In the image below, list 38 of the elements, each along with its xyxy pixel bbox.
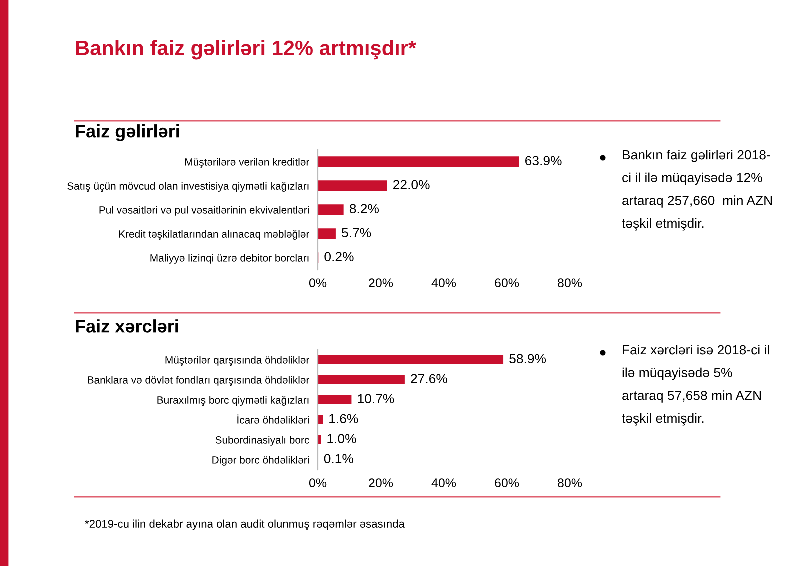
x-tick-label: 0% xyxy=(309,478,327,488)
x-tick-label: 20% xyxy=(369,478,394,488)
data-label: 10.7% xyxy=(358,394,394,404)
data-label: 0.2% xyxy=(324,252,354,262)
y-tick-label: Subordinasiyalı borc xyxy=(216,436,310,446)
data-label: 22.0% xyxy=(394,180,430,190)
y-tick-label: Buraxılmış borc qiymətli kağızları xyxy=(158,396,309,406)
y-tick-label: Digər borc öhdəlikləri xyxy=(212,456,309,466)
data-label: 1.0% xyxy=(328,434,356,444)
data-label: 0.1% xyxy=(324,454,354,464)
y-tick-label: Müştərilərə verilən kreditlər xyxy=(185,158,310,168)
text: *2019-cu ilin dekabr ayına olan audit olunmuş rəqəmlər əsasında xyxy=(85,520,405,530)
x-tick-label: 0% xyxy=(309,278,327,288)
data-label: 8.2% xyxy=(350,204,379,214)
x-tick-label: 20% xyxy=(369,278,394,288)
data-label: 5.7% xyxy=(342,228,372,238)
x-tick-label: 40% xyxy=(432,278,456,288)
y-tick-label: Kredit təşkilatlarından alınacaq məbləğlər xyxy=(119,230,310,240)
text: Bankın faiz gəlirləri 2018- ci il ilə müqayisədə 12% artaraq 257,660 min AZN təşkil etmişdir. xyxy=(622,150,772,231)
y-tick-label: Banklara və dövlət fondları qarşısında öhdəliklər xyxy=(88,376,310,386)
x-tick-label: 80% xyxy=(558,278,582,288)
text: Faiz gəlirləri xyxy=(76,124,180,142)
x-tick-label: 80% xyxy=(558,478,582,488)
text: Faiz xərcləri xyxy=(76,320,178,333)
y-tick-label: İcarə öhdəlikləri xyxy=(238,414,309,424)
y-tick-label: Satış üçün mövcud olan investisiya qiymətli kağızları xyxy=(68,182,309,192)
x-tick-label: 60% xyxy=(495,278,520,288)
data-label: 27.6% xyxy=(411,374,448,384)
x-tick-label: 60% xyxy=(495,478,520,488)
y-tick-label: Pul vəsaitləri və pul vəsaitlərinin ekvivalentləri xyxy=(100,206,309,216)
text: Bankın faiz gəlirləri 12% artmışdır* xyxy=(76,40,417,60)
x-tick-label: 40% xyxy=(432,478,456,488)
data-label: 1.6% xyxy=(330,414,358,424)
data-label: 63.9% xyxy=(526,156,562,166)
data-label: 58.9% xyxy=(510,354,546,364)
text: Faiz xərcləri isə 2018-ci il ilə müqayisədə 5% artaraq 57,658 min AZN təşkil etmişdir. xyxy=(622,345,770,426)
y-tick-label: Maliyyə lizinqi üzrə debitor borcları xyxy=(150,254,309,264)
y-tick-label: Müştərilər qarşısında öhdəliklər xyxy=(166,356,310,366)
